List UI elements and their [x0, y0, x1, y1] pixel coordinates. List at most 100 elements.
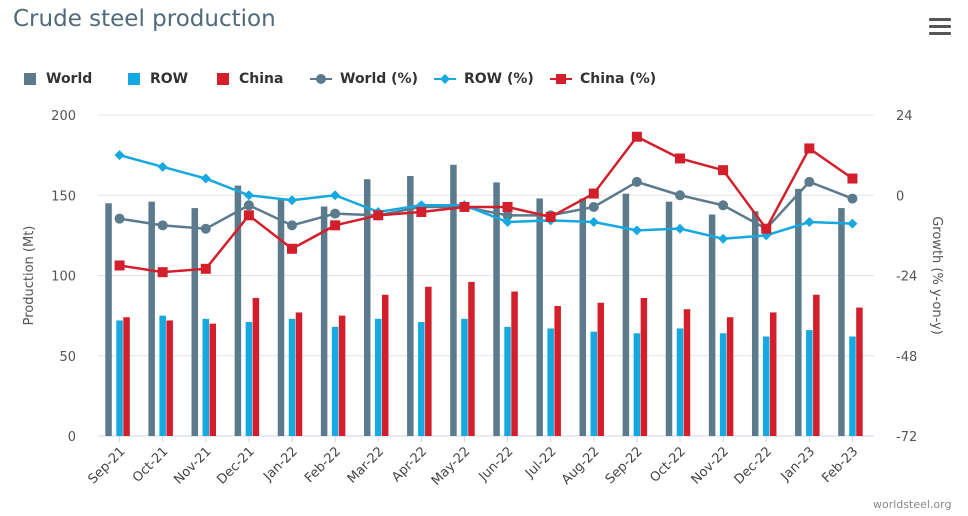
point-china: [416, 206, 427, 217]
point-world: [804, 176, 815, 187]
point-row: [718, 233, 729, 244]
point-world: [588, 201, 599, 212]
bar-world: [665, 201, 673, 436]
legend-item-world[interactable]: World: [22, 68, 92, 90]
line-china: [119, 135, 854, 274]
point-row: [847, 218, 858, 229]
bar-china: [425, 286, 432, 436]
bar-world: [320, 206, 328, 436]
legend-item-world[interactable]: World (%): [310, 68, 418, 90]
legend-symbol-icon: [217, 73, 229, 85]
bar-china: [295, 312, 303, 436]
legend-symbol-icon: [128, 73, 140, 85]
point-row: [287, 195, 297, 206]
bar-row: [719, 333, 727, 436]
y-tick-label: 200: [51, 109, 76, 124]
point-world: [200, 223, 211, 234]
legend-label: China: [239, 71, 284, 87]
point-world: [675, 190, 685, 201]
x-tick-label: Sep-22: [603, 444, 646, 487]
x-tick-label: May-22: [429, 444, 473, 488]
bar-china: [381, 294, 389, 436]
y-axis-label: Production (Mt): [22, 226, 37, 326]
point-world: [718, 200, 729, 211]
bar-world: [536, 198, 543, 436]
point-china: [545, 211, 556, 222]
x-tick-label: Jan-22: [260, 444, 301, 485]
y-right-tick-label: 0: [896, 189, 904, 204]
x-tick-label: Jan-23: [778, 444, 819, 485]
x-tick-label: Nov-21: [171, 444, 214, 487]
bar-row: [159, 315, 166, 436]
x-tick-label: Mar-22: [345, 444, 387, 486]
legend-label: China (%): [580, 71, 657, 87]
bar-row: [461, 318, 468, 436]
point-china: [502, 201, 513, 212]
bar-world: [450, 164, 457, 436]
point-china: [804, 143, 815, 154]
bar-world: [493, 182, 500, 436]
line-row: [119, 153, 853, 240]
bar-china: [511, 291, 518, 436]
y-tick-label: 100: [51, 270, 76, 285]
bar-row: [849, 336, 856, 436]
point-world: [114, 213, 125, 224]
point-china: [718, 165, 729, 176]
bar-row: [116, 320, 123, 436]
bar-china: [597, 302, 605, 436]
point-china: [330, 220, 341, 231]
point-row: [330, 190, 341, 201]
point-china: [631, 131, 642, 142]
bar-world: [622, 193, 630, 436]
y-tick-label: 0: [68, 430, 76, 445]
bar-row: [806, 330, 813, 436]
y-right-tick-label: 24: [896, 109, 913, 124]
bar-world: [105, 203, 112, 436]
point-row: [114, 150, 125, 161]
y-right-tick-label: -48: [896, 350, 917, 365]
bar-china: [209, 323, 217, 436]
point-row: [502, 217, 513, 227]
legend-item-china[interactable]: China (%): [550, 68, 656, 90]
line-world: [119, 180, 853, 231]
bar-world: [191, 208, 199, 436]
legend-label: ROW: [150, 71, 189, 87]
bar-china: [554, 305, 561, 436]
bar-china: [166, 320, 173, 436]
bar-row: [288, 318, 296, 436]
legend-item-row[interactable]: ROW: [126, 68, 188, 90]
point-china: [588, 188, 599, 199]
bar-row: [245, 322, 253, 436]
bar-world: [579, 198, 587, 436]
point-row: [675, 223, 685, 234]
point-row: [157, 161, 168, 172]
credit-text[interactable]: worldsteel.org: [873, 498, 952, 511]
bar-world: [407, 175, 414, 437]
bar-world: [838, 208, 845, 436]
bar-china: [252, 297, 260, 436]
legend-item-row[interactable]: ROW (%): [434, 68, 534, 90]
legend-label: ROW (%): [464, 71, 534, 87]
bar-china: [856, 307, 863, 436]
bar-world: [234, 185, 242, 436]
bar-china: [338, 315, 346, 436]
bar-world: [795, 188, 802, 436]
legend-item-china[interactable]: China: [215, 68, 283, 90]
point-china: [157, 267, 168, 278]
point-row: [243, 190, 254, 201]
x-tick-label: Aug-22: [559, 444, 603, 488]
y-right-tick-label: -24: [896, 270, 917, 285]
bar-row: [202, 318, 210, 436]
bar-china: [468, 281, 475, 436]
point-row: [804, 217, 815, 227]
bar-row: [547, 328, 554, 436]
bar-china: [813, 294, 820, 436]
bar-china: [123, 317, 130, 436]
x-tick-label: Sep-21: [85, 444, 128, 487]
legend-label: World: [46, 71, 93, 87]
legend-symbol-icon: [24, 73, 36, 85]
bar-row: [331, 326, 339, 436]
point-china: [459, 201, 470, 212]
point-row: [631, 225, 642, 236]
hamburger-menu-icon[interactable]: [929, 18, 951, 36]
